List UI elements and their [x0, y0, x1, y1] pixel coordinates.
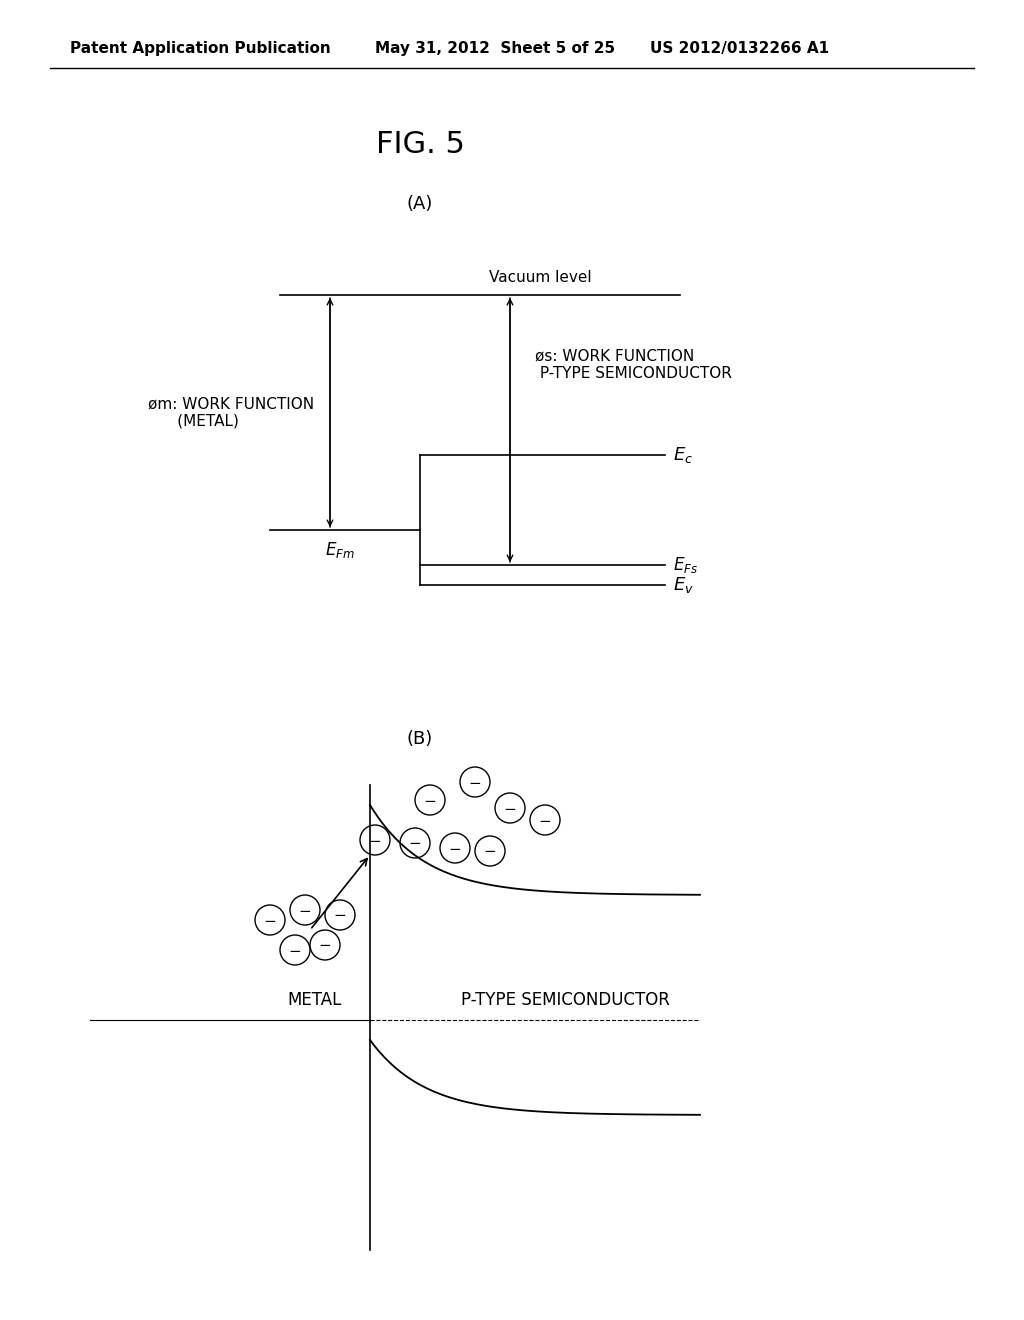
Text: METAL: METAL	[288, 991, 342, 1008]
Text: $E_{Fm}$: $E_{Fm}$	[326, 540, 355, 560]
Text: −: −	[539, 813, 551, 829]
Text: −: −	[469, 776, 481, 791]
Text: May 31, 2012  Sheet 5 of 25: May 31, 2012 Sheet 5 of 25	[375, 41, 615, 55]
Text: −: −	[318, 939, 332, 953]
Text: −: −	[424, 793, 436, 808]
Text: (B): (B)	[407, 730, 433, 748]
Text: US 2012/0132266 A1: US 2012/0132266 A1	[650, 41, 829, 55]
Text: øs: WORK FUNCTION
 P-TYPE SEMICONDUCTOR: øs: WORK FUNCTION P-TYPE SEMICONDUCTOR	[535, 348, 732, 381]
Text: −: −	[334, 908, 346, 924]
Text: $E_{Fs}$: $E_{Fs}$	[673, 554, 698, 576]
Text: −: −	[409, 837, 421, 851]
Text: −: −	[263, 913, 276, 928]
Text: FIG. 5: FIG. 5	[376, 129, 465, 158]
Text: Vacuum level: Vacuum level	[488, 271, 591, 285]
Text: −: −	[483, 845, 497, 859]
Text: (A): (A)	[407, 195, 433, 213]
Text: −: −	[289, 944, 301, 958]
Text: −: −	[449, 842, 462, 857]
Text: $E_v$: $E_v$	[673, 576, 694, 595]
Text: −: −	[504, 801, 516, 817]
Text: $E_c$: $E_c$	[673, 445, 693, 465]
Text: −: −	[299, 903, 311, 919]
Text: øm: WORK FUNCTION
      (METAL): øm: WORK FUNCTION (METAL)	[148, 396, 314, 429]
Text: P-TYPE SEMICONDUCTOR: P-TYPE SEMICONDUCTOR	[461, 991, 670, 1008]
Text: Patent Application Publication: Patent Application Publication	[70, 41, 331, 55]
Text: −: −	[369, 833, 381, 849]
